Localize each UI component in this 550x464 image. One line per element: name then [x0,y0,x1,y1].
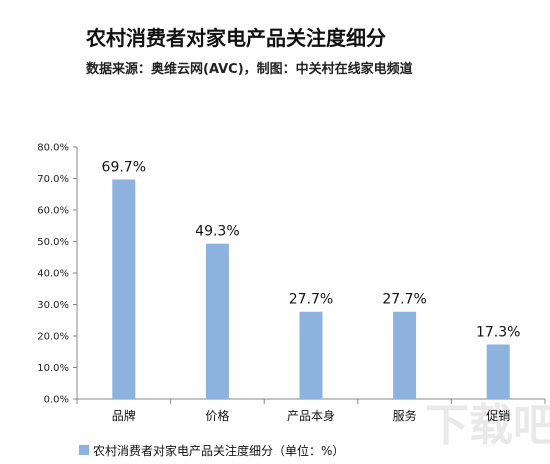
x-category-label: 品牌 [112,409,136,423]
y-tick-label: 60.0% [37,206,69,217]
bar [112,179,136,399]
bar-data-label: 27.7% [382,292,426,308]
y-axis: 0.0% 10.0% 20.0% 30.0% 40.0% 50.0% 60.0% 70.0% 8… [37,143,78,406]
bar [205,243,229,399]
bar [299,311,323,399]
y-tick-label: 70.0% [37,174,69,185]
legend-label: 农村消费者对家电产品关注度细分（单位：%） [93,443,344,458]
y-tick-label: 50.0% [37,237,69,248]
bar-data-label: 17.3% [476,325,520,341]
bar-data-label: 49.3% [195,224,239,240]
chart-subtitle: 数据来源：奥维云网(AVC)，制图：中关村在线家电频道 [86,62,413,77]
bar-data-label: 27.7% [289,292,333,308]
chart-title: 农村消费者对家电产品关注度细分 [86,26,386,50]
bar [393,311,417,399]
legend-swatch [79,445,89,455]
x-category-label: 产品本身 [287,408,335,423]
y-tick-label: 10.0% [37,363,69,374]
y-tick-label: 40.0% [37,269,69,280]
legend: 农村消费者对家电产品关注度细分（单位：%） [79,443,344,458]
x-category-label: 促销 [486,409,510,423]
bar-data-label: 69.7% [102,159,146,175]
x-category-label: 服务 [393,408,417,423]
bars: 69.7% 49.3% 27.7% 27.7% 17.3% [102,159,520,399]
y-tick-label: 0.0% [44,395,69,406]
x-axis: 品牌 价格 产品本身 服务 促销 [76,398,546,423]
y-tick-label: 20.0% [37,332,69,343]
y-tick-label: 30.0% [37,300,69,311]
x-category-label: 价格 [205,408,229,423]
watermark-text: 下载吧 [425,400,550,451]
y-tick-label: 80.0% [37,143,69,154]
bar [486,344,510,399]
